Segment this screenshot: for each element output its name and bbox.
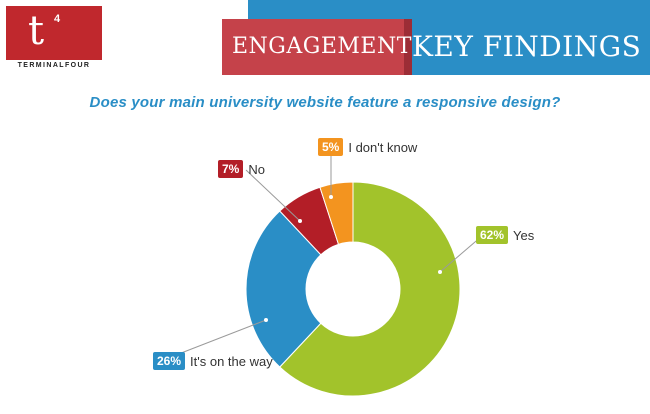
slice-percent-badge: 5% [318,138,344,156]
banner-red-edge [404,19,412,75]
banner-engagement-text: ENGAGEMENT [232,34,412,59]
slice-category-label: No [248,161,265,177]
slice-label: 26% It's on the way [153,352,273,370]
slice-label: 7% No [218,160,265,178]
chart-question-title: Does your main university website featur… [89,94,561,111]
slice-percent-badge: 26% [153,352,186,370]
logo-superscript: 4 [54,13,61,25]
donut-slice-yes [279,181,461,397]
leader-line [245,169,301,222]
slice-label: 5% I don't know [318,138,417,156]
logo-name: TERMINALFOUR [17,62,91,69]
donut-slice-it-s-on-the-way [245,210,322,368]
slice-category-label: It's on the way [190,353,273,369]
slice-category-label: I don't know [348,139,418,155]
leader-dot [264,318,268,322]
slice-label: 62% Yes [476,226,534,244]
logo-red-block [6,6,102,60]
banner-key-findings-text: KEY FINDINGS [412,30,642,63]
leader-dot [329,195,333,199]
slice-category-label: Yes [513,227,535,243]
banner-red-panel [222,19,408,75]
leader-dot [298,219,302,223]
leader-line [439,235,483,273]
terminalfour-logo: t 4 TERMINALFOUR [6,6,102,72]
leader-dot [438,270,442,274]
logo-letter: t [28,8,45,54]
slice-percent-badge: 7% [218,160,244,178]
slice-percent-badge: 62% [476,226,509,244]
